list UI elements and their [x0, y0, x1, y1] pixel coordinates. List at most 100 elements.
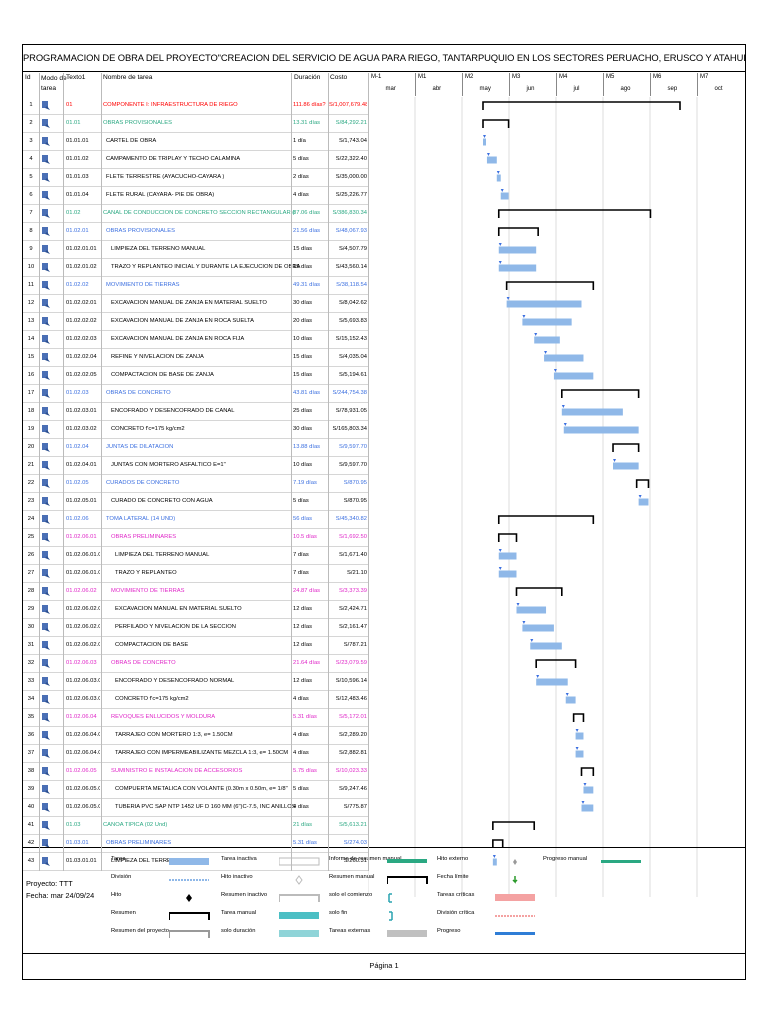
table-row[interactable]: 30 01.02.06.02.02 PERFILADO Y NIVELACION D…: [23, 619, 368, 637]
table-row[interactable]: 3 01.01.01 CARTEL DE OBRA 1 día S/1,743.04: [23, 133, 368, 151]
table-row[interactable]: 15 01.02.02.04 REFINE Y NIVELACION DE ZANJ…: [23, 349, 368, 367]
task-bar[interactable]: [500, 192, 509, 200]
timescale-divider: [462, 73, 463, 96]
row-duration: 30 días: [293, 300, 313, 306]
table-row[interactable]: 9 01.02.01.01 LIMPIEZA DEL TERRENO MANUAL 1…: [23, 241, 368, 259]
task-mode-icon: [41, 208, 51, 219]
table-row[interactable]: 14 01.02.02.03 EXCAVACION MANUAL DE ZANJA …: [23, 331, 368, 349]
task-bar[interactable]: [498, 570, 517, 578]
summary-bar[interactable]: [505, 281, 595, 290]
row-texto1: 01.03.01.01: [66, 858, 97, 864]
timescale-period: M1: [418, 74, 427, 80]
task-bar[interactable]: [581, 804, 594, 812]
table-row[interactable]: 25 01.02.06.01 OBRAS PRELIMINARES 10.5 días…: [23, 529, 368, 547]
table-row[interactable]: 21 01.02.04.01 JUNTAS CON MORTERO ASFALTIC…: [23, 457, 368, 475]
table-row[interactable]: 31 01.02.06.02.03 COMPACTACION DE BASE 12 d…: [23, 637, 368, 655]
table-row[interactable]: 2 01.01 OBRAS PROVISIONALES 13.31 días S/84,…: [23, 115, 368, 133]
task-bar[interactable]: [553, 372, 594, 380]
summary-bar[interactable]: [515, 587, 563, 596]
legend-item: solo el comienzo: [329, 892, 433, 904]
row-id: 3: [29, 138, 33, 144]
summary-bar[interactable]: [561, 389, 640, 398]
table-row[interactable]: 35 01.02.06.04 REVOQUES ENLUCIDOS Y MOLDUR…: [23, 709, 368, 727]
summary-bar[interactable]: [580, 767, 595, 776]
table-row[interactable]: 10 01.02.01.02 TRAZO Y REPLANTEO INICIAL Y…: [23, 259, 368, 277]
table-row[interactable]: 20 01.02.04 JUNTAS DE DILATACION 13.88 días…: [23, 439, 368, 457]
table-row[interactable]: 22 01.02.05 CURADOS DE CONCRETO 7.19 días S/…: [23, 475, 368, 493]
table-row[interactable]: 34 01.02.06.03.02 CONCRETO f'c=175 kg/cm2 4…: [23, 691, 368, 709]
task-bar[interactable]: [498, 264, 537, 272]
table-row[interactable]: 33 01.02.06.03.01 ENCOFRADO Y DESENCOFRADO…: [23, 673, 368, 691]
summary-bar[interactable]: [492, 839, 504, 848]
table-row[interactable]: 6 01.01.04 FLETE RURAL (CAYARA- PIE DE OBR…: [23, 187, 368, 205]
row-cost: S/9,597.70: [338, 444, 367, 450]
summary-bar[interactable]: [492, 821, 536, 830]
task-bar[interactable]: [522, 624, 554, 632]
task-bar[interactable]: [565, 696, 576, 704]
table-row[interactable]: 1 01 COMPONENTE I: INFRAESTRUCTURA DE RIEG…: [23, 97, 368, 115]
task-bar[interactable]: [563, 426, 639, 434]
task-bar[interactable]: [486, 156, 497, 164]
table-row[interactable]: 24 01.02.06 TOMA LATERAL (14 UND) 56 días S/…: [23, 511, 368, 529]
table-row[interactable]: 36 01.02.06.04.01 TARRAJEO CON MORTERO 1:3…: [23, 727, 368, 745]
task-bar[interactable]: [544, 354, 584, 362]
table-row[interactable]: 13 01.02.02.02 EXCAVACION MANUAL DE ZANJA …: [23, 313, 368, 331]
summary-bar[interactable]: [535, 659, 577, 668]
summary-bar[interactable]: [497, 533, 518, 542]
task-bar[interactable]: [575, 750, 584, 758]
summary-bar[interactable]: [482, 119, 510, 128]
table-row[interactable]: 11 01.02.02 MOVIMIENTO DE TIERRAS 49.31 día…: [23, 277, 368, 295]
table-row[interactable]: 41 01.03 CANOA TIPICA (02 Und) 21 días S/5,6…: [23, 817, 368, 835]
task-bar[interactable]: [561, 408, 623, 416]
task-bar[interactable]: [638, 498, 649, 506]
table-row[interactable]: 8 01.02.01 OBRAS PROVISIONALES 21.56 días S/…: [23, 223, 368, 241]
task-bar[interactable]: [506, 300, 582, 308]
table-row[interactable]: 26 01.02.06.01.01 LIMPIEZA DEL TERRENO MAN…: [23, 547, 368, 565]
task-bar[interactable]: [534, 336, 560, 344]
task-bar[interactable]: [516, 606, 547, 614]
table-row[interactable]: 37 01.02.06.04.02 TARRAJEO CON IMPERMEABIL…: [23, 745, 368, 763]
table-row[interactable]: 19 01.02.03.02 CONCRETO f'c=175 kg/cm2 30 d…: [23, 421, 368, 439]
link-arrow: [561, 405, 565, 408]
table-row[interactable]: 23 01.02.05.01 CURADO DE CONCRETO CON AGUA…: [23, 493, 368, 511]
task-bar[interactable]: [496, 174, 501, 182]
task-bar[interactable]: [536, 678, 568, 686]
task-mode-icon: [41, 136, 51, 147]
summary-bar[interactable]: [572, 713, 585, 722]
table-row[interactable]: 40 01.02.06.05.02 TUBERIA PVC SAP NTP 1452…: [23, 799, 368, 817]
task-mode-icon: [41, 244, 51, 255]
summary-bar[interactable]: [497, 227, 539, 236]
table-row[interactable]: 32 01.02.06.03 OBRAS DE CONCRETO 21.64 días…: [23, 655, 368, 673]
task-bar[interactable]: [498, 246, 537, 254]
table-row[interactable]: 28 01.02.06.02 MOVIMIENTO DE TIERRAS 24.87 …: [23, 583, 368, 601]
table-row[interactable]: 16 01.02.02.05 COMPACTACION DE BASE DE ZAN…: [23, 367, 368, 385]
summary-bar[interactable]: [497, 515, 595, 524]
table-row[interactable]: 7 01.02 CANAL DE CONDUCCION DE CONCRETO SE…: [23, 205, 368, 223]
table-row[interactable]: 27 01.02.06.01.02 TRAZO Y REPLANTEO 7 días S…: [23, 565, 368, 583]
table-row[interactable]: 4 01.01.02 CAMPAMENTO DE TRIPLAY Y TECHO C…: [23, 151, 368, 169]
task-bar[interactable]: [483, 138, 486, 146]
task-bar[interactable]: [530, 642, 562, 650]
table-row[interactable]: 17 01.02.03 OBRAS DE CONCRETO 43.81 días S/2…: [23, 385, 368, 403]
summary-bar[interactable]: [482, 101, 681, 110]
table-row[interactable]: 5 01.01.03 FLETE TERRESTRE (AYACUCHO-CAYAR…: [23, 169, 368, 187]
summary-bar[interactable]: [635, 479, 650, 488]
table-row[interactable]: 12 01.02.02.01 EXCAVACION MANUAL DE ZANJA …: [23, 295, 368, 313]
table-row[interactable]: 18 01.02.03.01 ENCOFRADO Y DESENCOFRADO DE…: [23, 403, 368, 421]
task-bar[interactable]: [613, 462, 639, 470]
row-cost: S/25,226.77: [335, 192, 367, 198]
table-row[interactable]: 39 01.02.06.05.01 COMPUERTA METALICA CON V…: [23, 781, 368, 799]
row-cost: S/78,931.05: [335, 408, 367, 414]
summary-bar[interactable]: [497, 209, 652, 218]
summary-bar[interactable]: [612, 443, 640, 452]
row-cost: S/43,560.14: [335, 264, 367, 270]
table-row[interactable]: 29 01.02.06.02.01 EXCAVACION MANUAL EN MAT…: [23, 601, 368, 619]
task-bar[interactable]: [575, 732, 584, 740]
column-divider: [39, 73, 40, 871]
task-bar[interactable]: [522, 318, 572, 326]
legend-item: Tareas críticas: [437, 892, 541, 904]
table-row[interactable]: 38 01.02.06.05 SUMINISTRO E INSTALACION DE…: [23, 763, 368, 781]
task-bar[interactable]: [498, 552, 517, 560]
task-bar[interactable]: [492, 858, 497, 866]
task-bar[interactable]: [583, 786, 594, 794]
